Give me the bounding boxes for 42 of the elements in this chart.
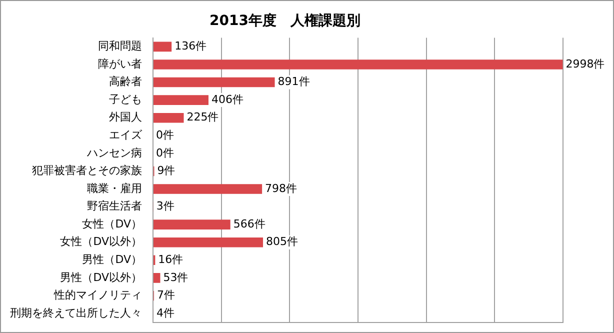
y-tick-label: 障がい者 xyxy=(98,57,142,70)
bar xyxy=(154,237,264,248)
y-tick-label: エイズ xyxy=(109,128,143,142)
bar xyxy=(154,220,230,230)
bar xyxy=(154,77,275,88)
y-tick-label: 女性（DV） xyxy=(82,217,142,230)
data-label: 7件 xyxy=(156,288,175,302)
data-label: 406件 xyxy=(211,92,244,106)
data-label: 2998件 xyxy=(566,57,605,70)
data-label: 0件 xyxy=(156,146,174,160)
data-label: 805件 xyxy=(266,235,298,248)
y-tick-label: 男性（DV以外） xyxy=(60,270,142,284)
bar xyxy=(154,42,172,52)
data-label: 53件 xyxy=(163,270,188,284)
y-tick-label: 女性（DV以外） xyxy=(60,235,142,248)
y-tick-label: 高齢者 xyxy=(109,75,142,88)
data-label: 3件 xyxy=(156,200,174,213)
y-tick-label: 職業・雇用 xyxy=(87,182,142,195)
bar xyxy=(154,60,563,70)
data-label: 566件 xyxy=(233,217,266,230)
y-tick-label: 同和問題 xyxy=(98,40,142,53)
y-tick-label: 男性（DV） xyxy=(82,253,142,266)
data-label: 16件 xyxy=(158,253,184,266)
bar xyxy=(154,273,160,283)
y-tick-label: ハンセン病 xyxy=(86,146,142,160)
bar xyxy=(154,112,184,123)
y-tick-label: 刑期を終えて出所した人々 xyxy=(10,306,142,320)
y-tick-label: 性的マイノリティ xyxy=(53,288,142,302)
y-tick-label: 犯罪被害者とその家族 xyxy=(32,164,142,178)
data-label: 0件 xyxy=(156,128,174,142)
data-label: 225件 xyxy=(186,110,219,124)
data-label: 891件 xyxy=(278,75,310,88)
y-tick-label: 野宿生活者 xyxy=(87,200,142,213)
data-label: 798件 xyxy=(265,182,298,195)
bar xyxy=(154,184,262,194)
data-label: 4件 xyxy=(156,306,175,320)
chart-title: 2013年度 人権課題別 xyxy=(210,12,360,30)
y-tick-label: 外国人 xyxy=(109,110,142,124)
data-label: 9件 xyxy=(157,164,176,178)
y-tick-label: 子ども xyxy=(109,92,142,106)
data-label: 136件 xyxy=(174,40,207,53)
bar xyxy=(154,95,208,105)
